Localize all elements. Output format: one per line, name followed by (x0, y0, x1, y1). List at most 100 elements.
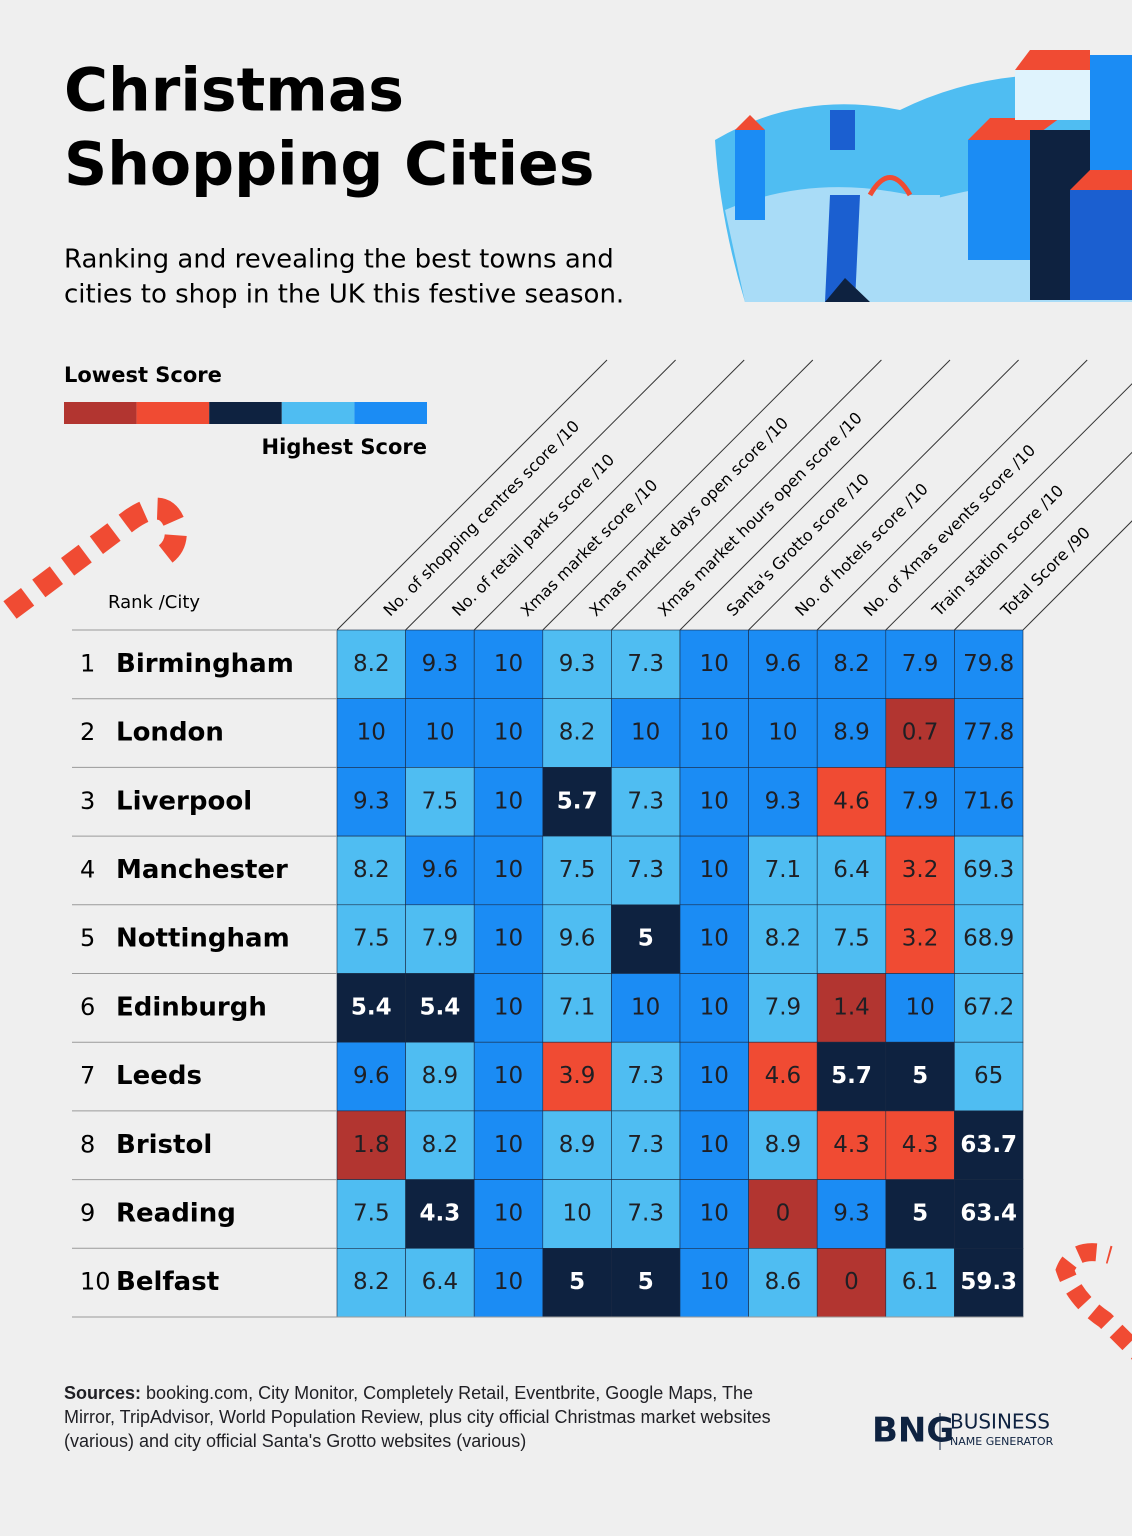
score: 10 (631, 994, 660, 1020)
score-cell (611, 767, 681, 837)
score: 5.7 (831, 1063, 872, 1089)
score: 6.4 (833, 857, 870, 883)
score: 8.9 (765, 1132, 802, 1158)
header-divider (885, 383, 1132, 631)
score: 7.9 (765, 994, 802, 1020)
score-cell (336, 698, 406, 768)
rank: 3 (80, 787, 95, 815)
score: 8.2 (833, 651, 870, 677)
column-header: Train station score /10 (928, 481, 1068, 621)
score-cell (336, 1041, 406, 1112)
score: 1.8 (353, 1132, 390, 1158)
rank: 1 (80, 649, 95, 677)
score-cell (473, 1041, 544, 1112)
score-cell (816, 767, 887, 837)
score: 0.7 (902, 720, 939, 746)
rank: 8 (80, 1130, 95, 1158)
legend-low: Lowest Score (64, 363, 222, 387)
score: 10 (631, 720, 660, 746)
score-cell (748, 1041, 818, 1112)
city: Edinburgh (116, 992, 267, 1022)
score: 7.3 (627, 651, 664, 677)
score-cell (816, 1041, 887, 1112)
legend-swatch (209, 402, 282, 424)
score-cell (611, 629, 681, 699)
score-cell (336, 973, 406, 1043)
score-cell (816, 1110, 887, 1180)
score: 4.6 (765, 1063, 802, 1089)
score: 10 (700, 1200, 729, 1226)
score: 7.5 (559, 857, 596, 883)
score: 8.6 (765, 1269, 802, 1295)
score-cell (885, 904, 955, 974)
score-cell (405, 629, 475, 699)
score: 10 (494, 857, 523, 883)
score: 10 (357, 720, 386, 746)
score: 10 (494, 926, 523, 952)
score: 9.3 (833, 1200, 870, 1226)
illustration (715, 50, 1132, 303)
score: 5 (569, 1269, 585, 1295)
score: 10 (700, 720, 729, 746)
city: Manchester (116, 855, 288, 885)
candy-cane (3, 497, 1132, 1360)
score: 3.2 (902, 857, 939, 883)
city: London (116, 718, 224, 748)
legend-swatch (136, 402, 210, 424)
score: 77.8 (963, 720, 1014, 746)
score-cell (885, 973, 955, 1043)
score: 8.9 (422, 1063, 459, 1089)
score-cell (954, 904, 1024, 974)
score-cell (679, 973, 749, 1043)
score-cell (748, 835, 818, 906)
score-cell (473, 973, 544, 1043)
score: 4.3 (833, 1132, 870, 1158)
score: 10 (494, 720, 523, 746)
score-cell (611, 1110, 681, 1180)
score: 68.9 (963, 926, 1014, 952)
score-cell (473, 629, 544, 699)
city: Reading (116, 1198, 236, 1228)
score: 8.9 (559, 1132, 596, 1158)
score: 5 (638, 1269, 654, 1295)
score: 7.1 (559, 994, 596, 1020)
score: 7.9 (422, 926, 459, 952)
score-cell (954, 1179, 1024, 1249)
score-cell (336, 1248, 406, 1318)
city: Bristol (116, 1130, 212, 1160)
score: 7.9 (902, 788, 939, 814)
score-cell (679, 904, 749, 974)
score: 10 (700, 857, 729, 883)
legend-high: Highest Score (262, 435, 427, 459)
score-cell (405, 1179, 475, 1249)
score: 10 (494, 1269, 523, 1295)
score-cell (542, 698, 612, 768)
sources-label: Sources: (64, 1383, 142, 1403)
score: 7.3 (627, 788, 664, 814)
score: 9.3 (559, 651, 596, 677)
score: 3.2 (902, 926, 939, 952)
score-cell (679, 629, 749, 699)
score-cell (542, 973, 612, 1043)
score: 10 (700, 994, 729, 1020)
score: 9.6 (559, 926, 596, 952)
rank: 5 (80, 924, 95, 952)
score-cell (405, 1110, 475, 1180)
score: 9.3 (765, 788, 802, 814)
score: 5.7 (557, 788, 598, 814)
score-cell (542, 1110, 612, 1180)
city: Belfast (116, 1267, 219, 1297)
score: 3.9 (559, 1063, 596, 1089)
score-cell (405, 973, 475, 1043)
score: 9.6 (353, 1063, 390, 1089)
score: 4.3 (902, 1132, 939, 1158)
score: 8.2 (422, 1132, 459, 1158)
score: 1.4 (833, 994, 870, 1020)
score: 8.9 (833, 720, 870, 746)
header-divider (542, 359, 814, 631)
legend-swatch (354, 402, 427, 424)
city: Leeds (116, 1061, 202, 1091)
score: 10 (700, 1269, 729, 1295)
score-cell (954, 835, 1024, 906)
